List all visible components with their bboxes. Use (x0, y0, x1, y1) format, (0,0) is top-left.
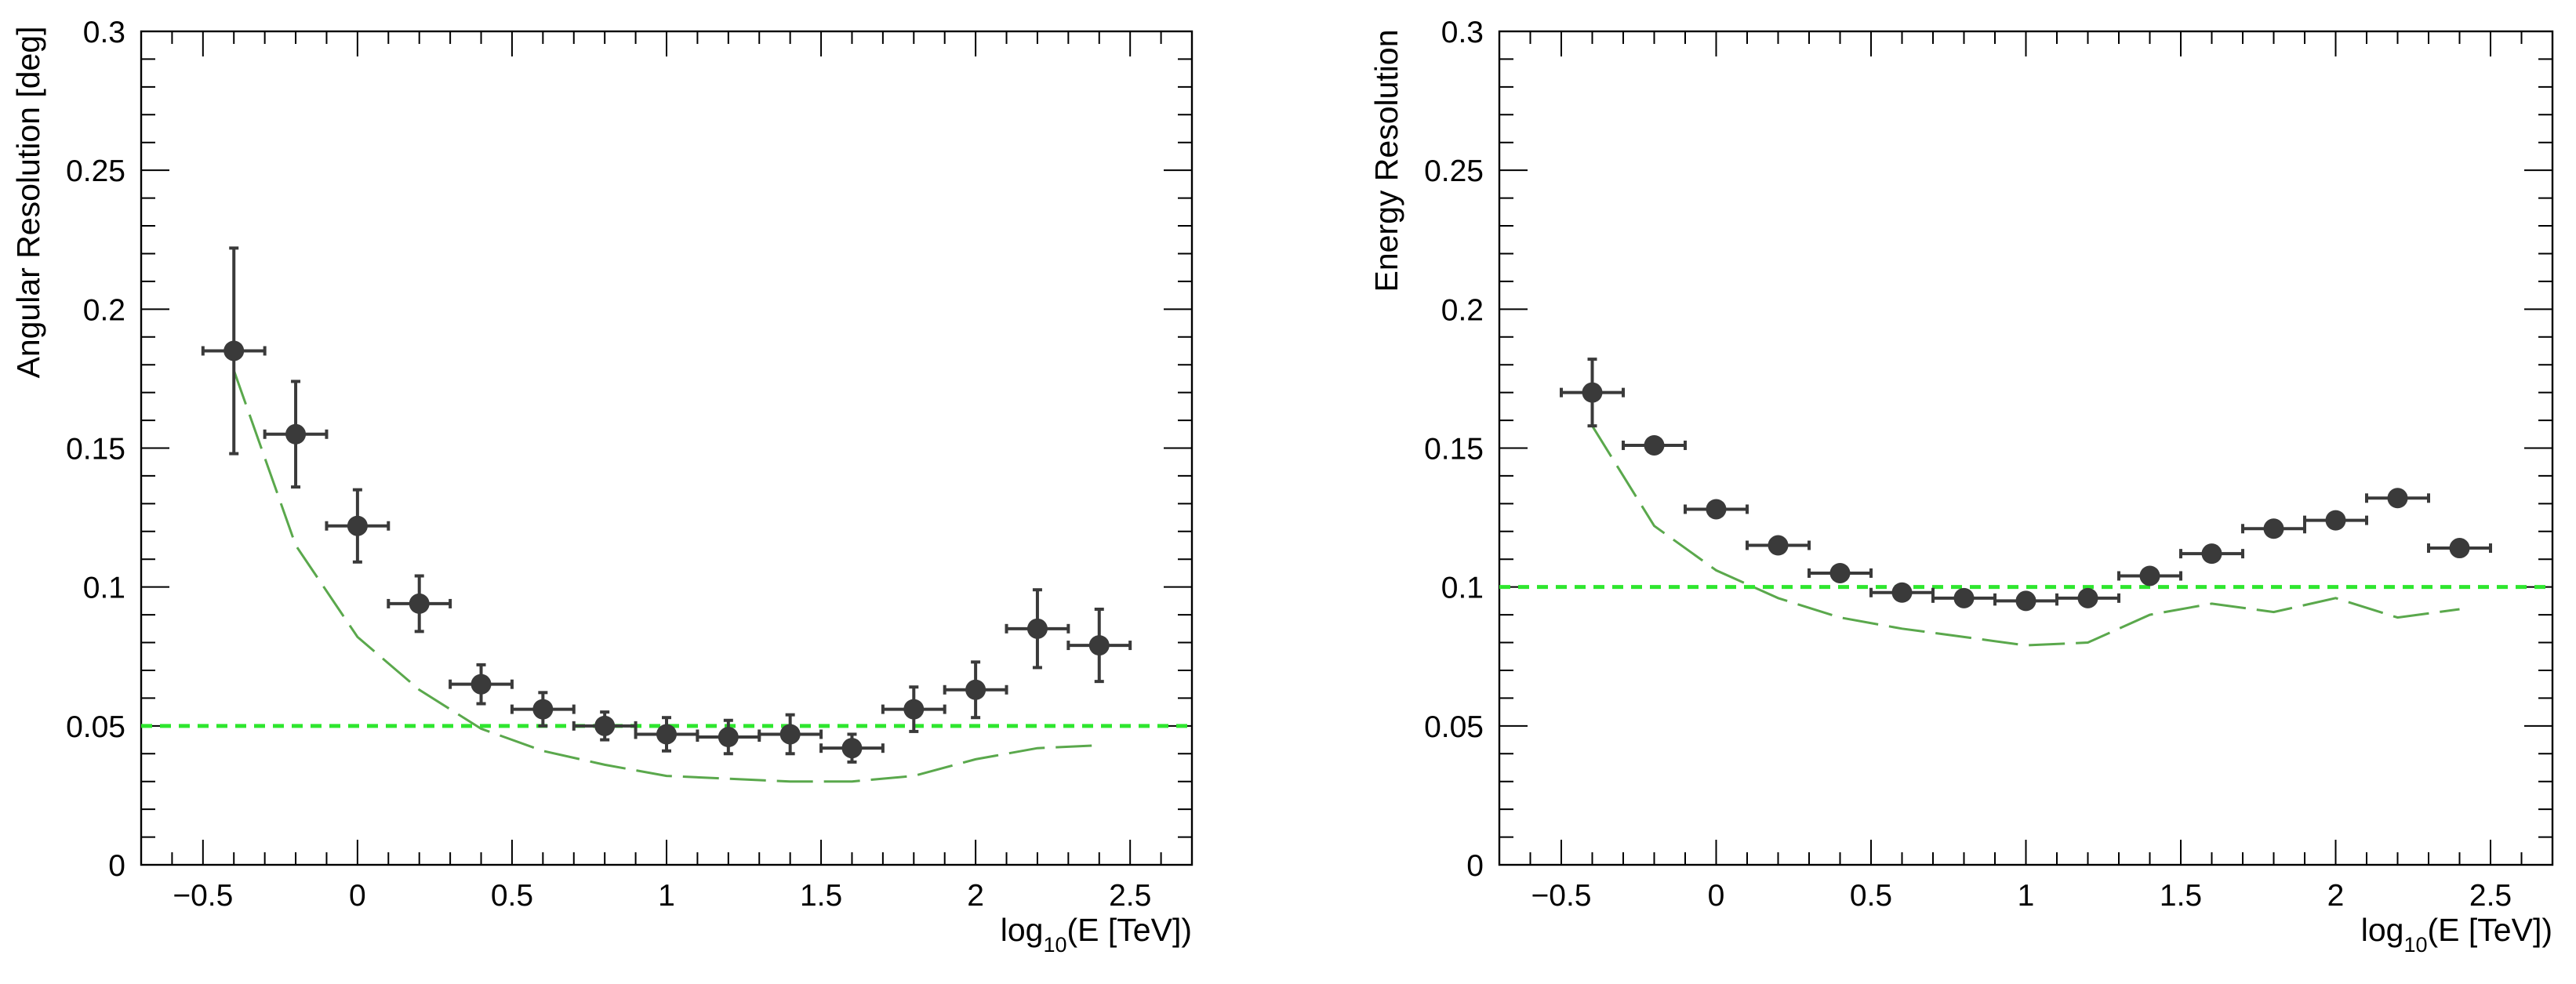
y-tick-label: 0.3 (1441, 16, 1484, 49)
y-tick-label: 0.25 (1424, 154, 1484, 188)
data-point (201, 246, 267, 456)
data-marker (1768, 535, 1789, 556)
x-tick-label: 1 (658, 879, 675, 913)
data-point (1931, 587, 1996, 608)
data-marker (471, 674, 492, 695)
data-marker (841, 738, 863, 759)
x-tick-label: 1.5 (2160, 879, 2202, 913)
y-tick-label: 0.3 (83, 16, 125, 49)
x-tick-label: 0 (349, 879, 366, 913)
data-point (1869, 582, 1935, 603)
x-tick-label: 1 (2018, 879, 2035, 913)
data-point (634, 716, 699, 753)
reference-curve (232, 369, 1099, 783)
x-tick-label: 2 (2327, 879, 2345, 913)
data-point (1622, 434, 1687, 456)
reference-curve (1591, 425, 2460, 647)
data-marker (1706, 499, 1727, 520)
data-marker (2015, 590, 2036, 612)
y-tick-label: 0.05 (1424, 710, 1484, 744)
data-marker (2139, 565, 2160, 586)
x-tick-label: 0.5 (491, 879, 533, 913)
data-marker (656, 724, 677, 745)
data-marker (2449, 538, 2470, 559)
data-point (758, 713, 823, 756)
y-tick-label: 0.1 (1441, 572, 1484, 605)
data-marker (965, 679, 986, 700)
data-marker (2263, 518, 2284, 539)
data-marker (2387, 488, 2408, 509)
data-point (1746, 535, 1811, 556)
data-point (572, 710, 638, 742)
data-marker (532, 699, 554, 720)
data-point (2427, 538, 2492, 559)
y-tick-label: 0.05 (66, 710, 125, 744)
y-tick-label: 0 (1466, 849, 1484, 883)
data-marker (1891, 582, 1913, 603)
angular-resolution-panel: Angular Resolution [deg] log10(E [TeV]) … (10, 16, 1194, 957)
y-tick-label: 0.2 (1441, 293, 1484, 327)
x-tick-label: 2.5 (1109, 879, 1151, 913)
energy-resolution-panel: Energy Resolution log10(E [TeV]) −0.5 0 0.… (1368, 16, 2554, 957)
y-axis-title: Energy Resolution (1368, 29, 1404, 292)
data-point (696, 718, 761, 756)
y-tick-label: 0.25 (66, 154, 125, 188)
y-tick-label: 0.15 (1424, 433, 1484, 467)
x-axis-title: log10(E [TeV]) (2361, 912, 2552, 957)
data-marker (903, 699, 925, 720)
data-marker (2201, 543, 2222, 565)
data-point (2055, 587, 2120, 608)
data-marker (1582, 382, 1603, 403)
data-point (1066, 608, 1132, 684)
data-marker (1829, 562, 1851, 583)
data-point (819, 732, 885, 764)
data-marker (2077, 587, 2098, 608)
data-marker (1026, 618, 1048, 639)
x-tick-label: 2 (967, 879, 984, 913)
data-point (1005, 588, 1070, 670)
data-point (510, 691, 576, 728)
data-marker (779, 724, 801, 745)
data-marker (285, 423, 307, 445)
data-point (2241, 518, 2306, 539)
x-tick-label: −0.5 (173, 879, 233, 913)
x-tick-label: 1.5 (800, 879, 842, 913)
data-marker (718, 727, 739, 748)
x-tick-label: 0.5 (1850, 879, 1892, 913)
data-marker (1644, 434, 1665, 456)
x-axis-title: log10(E [TeV]) (1001, 912, 1192, 957)
data-marker (347, 515, 368, 536)
data-point (2303, 510, 2368, 531)
data-point (1560, 358, 1625, 428)
data-point (449, 663, 514, 706)
data-marker (409, 593, 430, 614)
data-point (2117, 565, 2182, 586)
data-marker (1088, 635, 1110, 656)
x-tick-label: −0.5 (1531, 879, 1592, 913)
y-axis-title: Angular Resolution [deg] (10, 26, 46, 378)
data-point (1808, 562, 1873, 583)
data-point (325, 488, 391, 564)
data-marker (1953, 587, 1975, 608)
data-point (943, 660, 1008, 720)
data-marker (223, 340, 245, 361)
y-tick-label: 0.2 (83, 293, 125, 327)
y-tick-label: 0 (108, 849, 125, 883)
data-point (1684, 499, 1749, 520)
x-tick-label: 2.5 (2469, 879, 2512, 913)
x-tick-label: 0 (1708, 879, 1725, 913)
data-point (263, 379, 329, 489)
data-point (387, 574, 452, 634)
data-point (1993, 590, 2058, 612)
y-tick-label: 0.15 (66, 433, 125, 467)
data-point (2179, 543, 2244, 565)
data-point (881, 685, 946, 733)
data-point (2365, 488, 2430, 509)
y-tick-label: 0.1 (83, 572, 125, 605)
data-marker (594, 715, 616, 736)
data-marker (2325, 510, 2346, 531)
